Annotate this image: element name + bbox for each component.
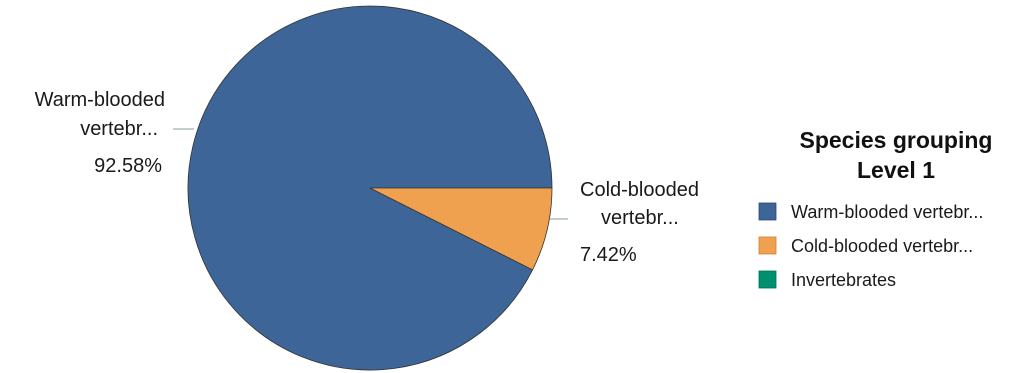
legend: Species grouping Level 1 Warm-blooded ve… bbox=[758, 127, 993, 290]
slice-value-cold: 7.42% bbox=[580, 244, 637, 266]
pie-slices bbox=[187, 5, 553, 371]
legend-title-line2: Level 1 bbox=[857, 157, 935, 183]
legend-swatch-cold[interactable] bbox=[758, 236, 777, 255]
legend-label-warm[interactable]: Warm-blooded vertebr... bbox=[791, 202, 983, 222]
pie-slice-cold-blooded[interactable] bbox=[369, 187, 553, 271]
slice-label-warm-line1: Warm-blooded bbox=[35, 89, 165, 111]
slice-label-cold-line1: Cold-blooded bbox=[580, 179, 699, 201]
slice-value-warm: 92.58% bbox=[94, 155, 162, 177]
legend-label-invertebrates[interactable]: Invertebrates bbox=[791, 270, 896, 290]
slice-label-cold-line2: vertebr... bbox=[601, 207, 679, 229]
legend-title-line1: Species grouping bbox=[800, 127, 993, 153]
legend-swatch-warm[interactable] bbox=[758, 202, 777, 221]
legend-label-cold[interactable]: Cold-blooded vertebr... bbox=[791, 236, 973, 256]
legend-swatch-invertebrates[interactable] bbox=[758, 270, 777, 289]
slice-label-warm-line2: vertebr... bbox=[80, 118, 158, 140]
